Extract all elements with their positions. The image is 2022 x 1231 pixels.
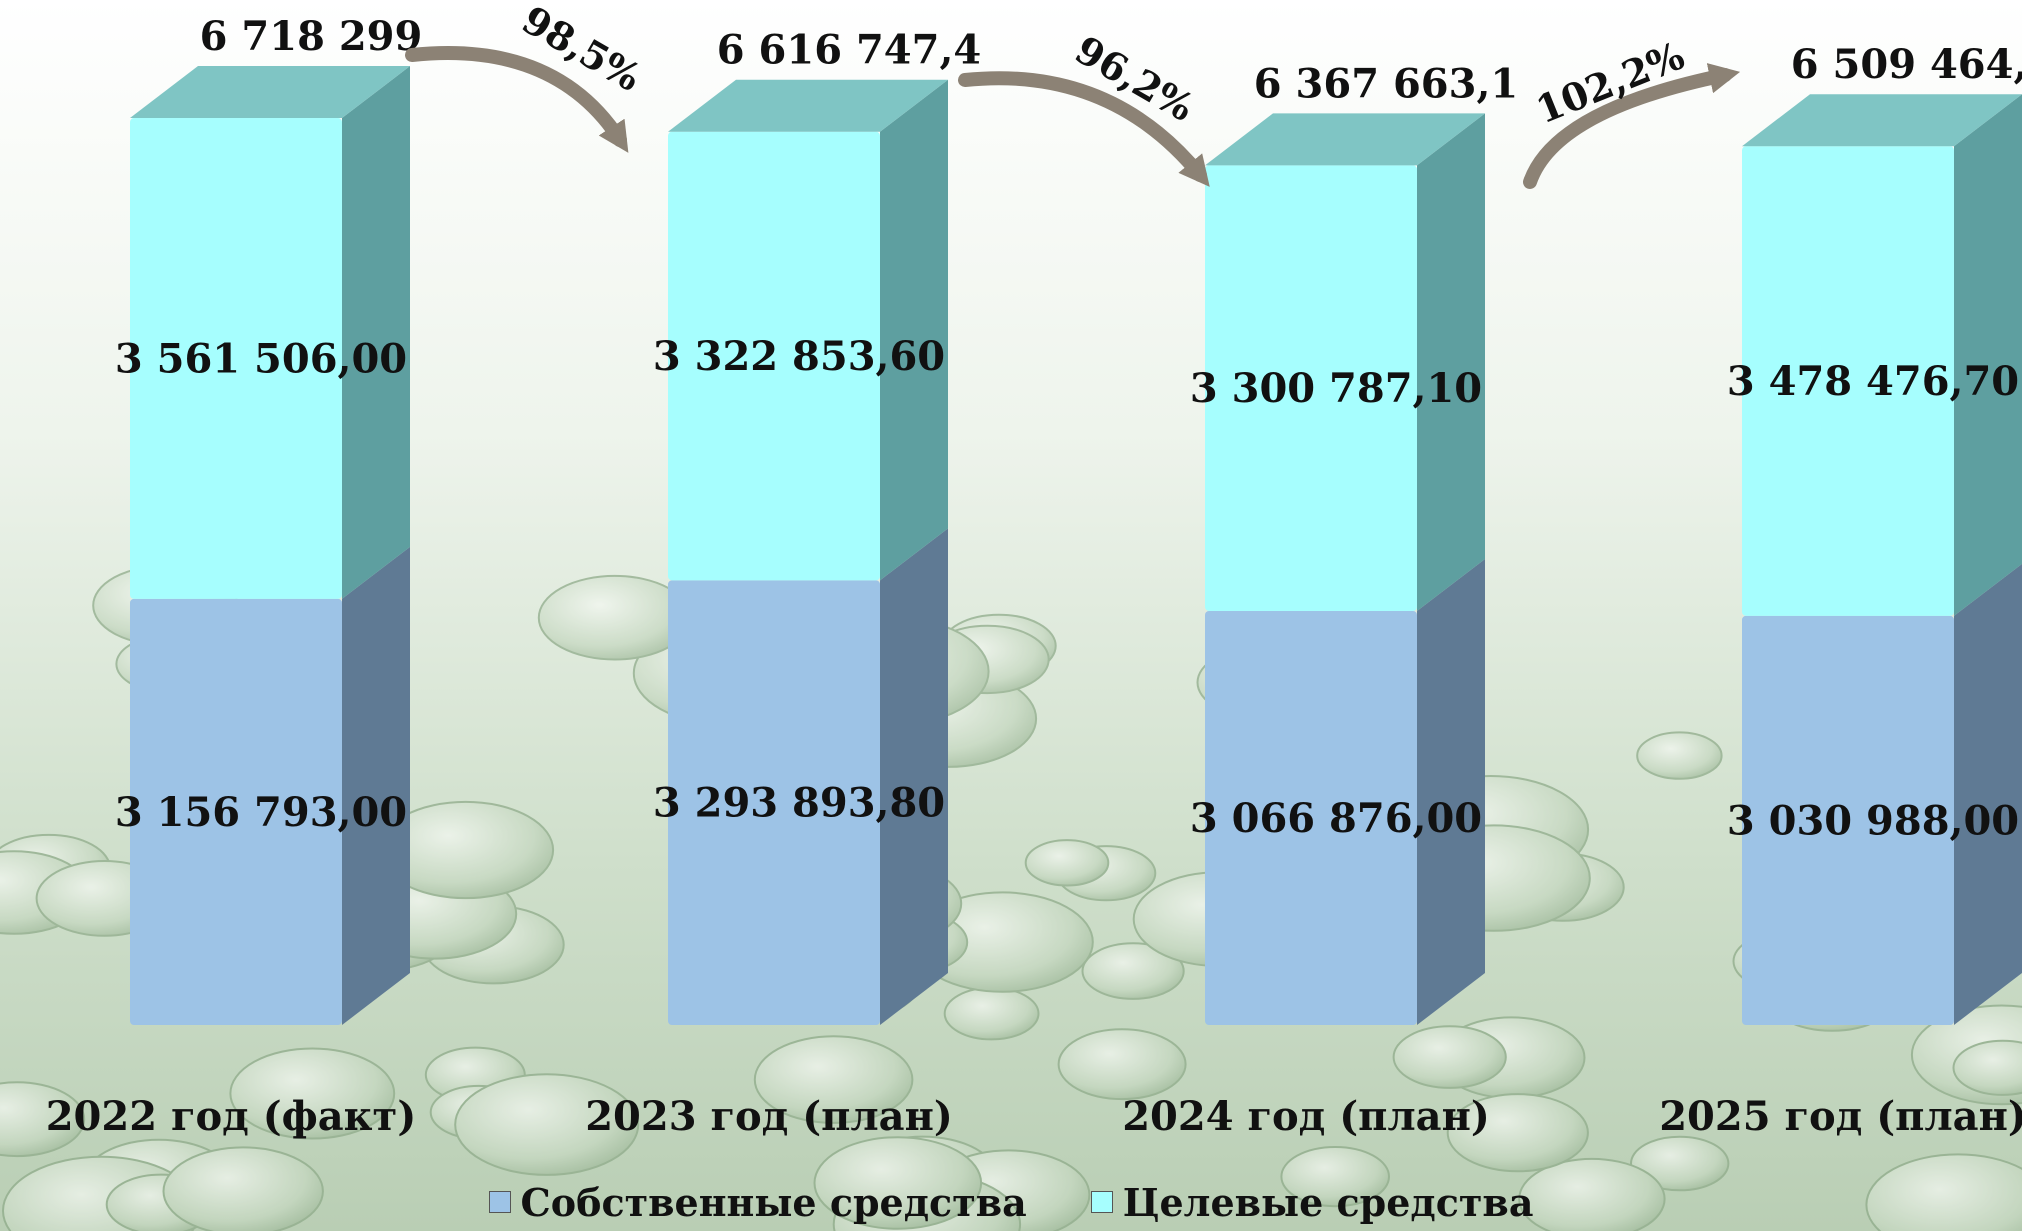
bar-own-funds — [130, 598, 342, 1025]
bar-own-funds — [1205, 610, 1417, 1025]
coin-decoration — [229, 1047, 396, 1140]
coin-decoration — [813, 1136, 983, 1230]
bar-top-face — [130, 66, 410, 119]
coin-decoration — [753, 1035, 914, 1124]
bar-own-funds-side — [1954, 563, 2022, 1025]
growth-arrow — [1523, 63, 1741, 189]
data-label-target-funds: 3 561 506,00 — [115, 335, 407, 382]
bar-top-face — [668, 79, 948, 132]
data-label-own-funds: 3 030 988,00 — [1727, 797, 2019, 844]
data-label-target-funds: 3 478 476,70 — [1727, 358, 2019, 405]
bar-own-funds — [1742, 615, 1954, 1025]
bar-target-funds-side — [342, 66, 410, 599]
legend-swatch-own-funds — [488, 1191, 511, 1213]
growth-arrow — [405, 46, 629, 153]
bar-top-face — [1205, 113, 1485, 166]
data-label-target-funds: 3 322 853,60 — [653, 333, 945, 380]
data-label-own-funds: 3 156 793,00 — [115, 789, 407, 836]
bar-target-funds — [668, 131, 880, 581]
coin-decoration — [454, 1073, 640, 1176]
coin-decoration — [1630, 1135, 1730, 1192]
legend-swatch-target-funds — [1090, 1191, 1113, 1213]
bar-group — [1742, 94, 2022, 1025]
bar-target-funds-side — [880, 79, 948, 581]
bar-own-funds-side — [342, 546, 410, 1025]
x-tick-label: 2024 год (план) — [1122, 1093, 1490, 1140]
coin-decoration — [1518, 1157, 1666, 1231]
bar-top-face — [1742, 94, 2022, 147]
x-tick-label: 2023 год (план) — [585, 1093, 953, 1140]
coin-decoration — [1636, 731, 1723, 780]
legend-item-own-funds: Собственные средства — [488, 1179, 1027, 1225]
coin-decoration — [1952, 1039, 2022, 1096]
bar-own-funds — [668, 580, 880, 1025]
coin-decoration — [1392, 1025, 1507, 1089]
bar-target-funds-side — [1417, 113, 1485, 611]
bar-target-funds-side — [1954, 94, 2022, 616]
bar-group — [1205, 113, 1485, 1025]
coin-decoration — [1024, 839, 1110, 887]
legend-item-target-funds: Целевые средства — [1090, 1179, 1534, 1225]
bar-own-funds-side — [1417, 558, 1485, 1025]
legend-label-target-funds: Целевые средства — [1122, 1179, 1534, 1225]
legend-label-own-funds: Собственные средства — [520, 1179, 1027, 1225]
coin-decoration — [1280, 1146, 1390, 1208]
data-label-target-funds: 3 300 787,10 — [1190, 365, 1482, 412]
total-label: 6 616 747,4 — [717, 27, 981, 74]
coin-decoration — [1446, 1093, 1589, 1173]
data-label-own-funds: 3 293 893,80 — [653, 780, 945, 827]
x-tick-label: 2025 год (план) — [1659, 1093, 2022, 1140]
bar-target-funds — [1205, 165, 1417, 611]
legend: Собственные средства Целевые средства — [0, 1179, 2022, 1225]
total-label: 6 509 464,7 — [1791, 41, 2022, 88]
data-label-own-funds: 3 066 876,00 — [1190, 795, 1482, 842]
bar-own-funds-side — [880, 528, 948, 1025]
coin-decoration — [1865, 1153, 2022, 1231]
bar-group — [130, 66, 410, 1025]
bar-target-funds — [1742, 146, 1954, 616]
x-tick-label: 2022 год (факт) — [46, 1093, 417, 1140]
total-label: 6 718 299 — [200, 13, 423, 60]
growth-arrow — [958, 71, 1210, 187]
coin-decoration — [162, 1146, 324, 1231]
coin-decoration — [1057, 1028, 1187, 1101]
total-label: 6 367 663,1 — [1254, 60, 1518, 107]
coin-decoration — [0, 1081, 86, 1158]
bar-target-funds — [130, 118, 342, 599]
bar-group — [668, 79, 948, 1025]
coin-decoration — [1081, 942, 1185, 1000]
growth-percent-label: 98,5% — [515, 0, 649, 100]
